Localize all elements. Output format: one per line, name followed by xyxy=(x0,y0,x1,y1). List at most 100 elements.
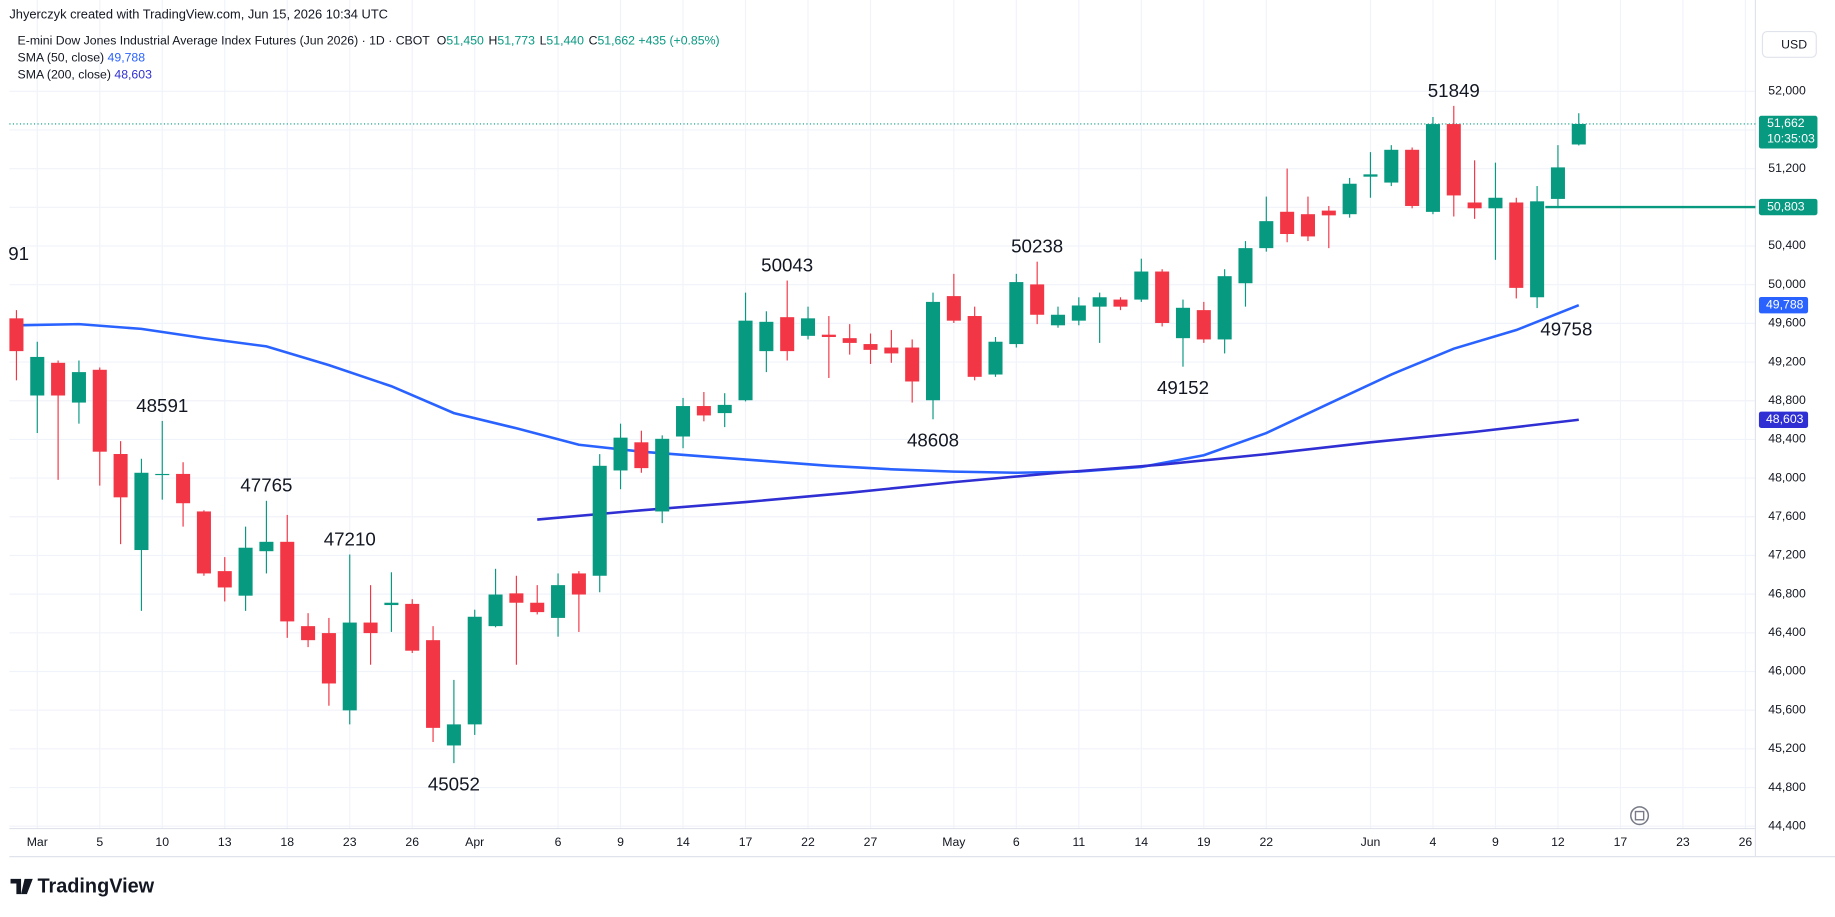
candle-body xyxy=(321,633,336,684)
y-tick-label: 46,000 xyxy=(1768,664,1806,678)
candle-body xyxy=(676,406,691,437)
candle-body xyxy=(884,347,899,354)
candle-body xyxy=(1134,271,1149,300)
x-tick-label: 18 xyxy=(280,835,294,849)
extreme-label: 51849 xyxy=(1428,80,1480,101)
y-tick-label: 49,600 xyxy=(1768,316,1806,330)
currency[interactable]: USD xyxy=(1781,37,1807,51)
price-tag xyxy=(1758,115,1818,149)
legend-sma200: SMA (200, close) 48,603 xyxy=(18,68,153,82)
candle-body xyxy=(530,602,545,613)
logo: TradingView xyxy=(10,875,155,897)
grid xyxy=(9,0,1756,829)
candle-body xyxy=(342,622,357,711)
candle-body xyxy=(9,318,24,352)
candle-body xyxy=(1092,297,1107,307)
candle-body xyxy=(696,406,711,416)
y-tick-label: 46,800 xyxy=(1768,586,1806,600)
candle-body xyxy=(863,344,878,350)
candle-body xyxy=(1259,221,1274,249)
x-tick-label: 17 xyxy=(739,835,753,849)
y-tick-label: 48,000 xyxy=(1768,470,1806,484)
y-tick-label: 50,400 xyxy=(1768,238,1806,252)
sma-line xyxy=(537,418,1579,521)
candle-body xyxy=(1300,214,1315,237)
extreme-label: 47765 xyxy=(240,475,292,496)
sma-tag-label: 48,603 xyxy=(1766,412,1804,426)
ohlc-value: 51,440 xyxy=(546,34,584,48)
y-tick-label: 46,400 xyxy=(1768,625,1806,639)
candle-body xyxy=(801,318,816,336)
y-tick-label: 51,200 xyxy=(1768,161,1806,175)
candle-body xyxy=(238,547,253,596)
candle-body xyxy=(634,442,649,469)
candle-body xyxy=(217,571,232,588)
x-tick-label: 5 xyxy=(96,835,103,849)
ohlc-key: H xyxy=(489,34,498,48)
x-tick-label: 23 xyxy=(1676,835,1690,849)
x-tick-label: 9 xyxy=(617,835,624,849)
candle-body xyxy=(905,347,920,382)
x-tick-label: 17 xyxy=(1614,835,1628,849)
candle-body xyxy=(405,603,420,651)
candle-body xyxy=(509,593,524,603)
candle-body xyxy=(571,573,586,595)
x-tick-label: 14 xyxy=(1134,835,1148,849)
x-tick-label: 22 xyxy=(801,835,815,849)
candle-body xyxy=(1071,305,1086,321)
currency-button[interactable] xyxy=(1761,31,1817,58)
candle-body xyxy=(1530,201,1545,298)
y-tick-label: 45,200 xyxy=(1768,741,1806,755)
extreme-label: 48608 xyxy=(907,429,959,450)
legend-name: SMA (200, close) xyxy=(18,68,111,82)
chart-title: E-mini Dow Jones Industrial Average Inde… xyxy=(18,34,431,48)
candle-body xyxy=(113,454,128,498)
x-tick-label: 26 xyxy=(405,835,419,849)
clock-icon[interactable] xyxy=(1630,806,1650,826)
candle-body xyxy=(71,372,86,403)
ohlc-key: L xyxy=(540,34,547,48)
ohlc-value: 51,662 xyxy=(597,34,635,48)
candle-body xyxy=(467,616,482,725)
x-tick-label: Mar xyxy=(27,835,48,849)
x-tick-label: 27 xyxy=(864,835,878,849)
candle-body xyxy=(92,369,107,452)
candle-body xyxy=(592,465,607,576)
x-tick-label: 19 xyxy=(1197,835,1211,849)
x-tick-label: Jun xyxy=(1361,835,1381,849)
countdown: 10:35:03 xyxy=(1767,131,1815,145)
price-tag-label: 50,803 xyxy=(1767,199,1805,213)
candle-body xyxy=(1009,282,1024,345)
candle-body xyxy=(1113,299,1128,307)
candle-body xyxy=(1342,183,1357,215)
extreme-label: 49152 xyxy=(1157,377,1209,398)
y-tick-label: 44,800 xyxy=(1768,780,1806,794)
sma-tag-label: 49,788 xyxy=(1766,297,1804,311)
candle-body xyxy=(988,341,1003,375)
x-tick-label: 22 xyxy=(1259,835,1273,849)
candle-body xyxy=(551,585,566,618)
y-tick-label: 48,800 xyxy=(1768,393,1806,407)
candle-body xyxy=(655,438,670,512)
candle-body xyxy=(946,296,961,321)
candle-body xyxy=(613,437,628,471)
legend-main: E-mini Dow Jones Industrial Average Inde… xyxy=(18,34,720,48)
watermark: Jhyerczyk created with TradingView.com, … xyxy=(9,7,388,22)
ohlc-key: O xyxy=(437,34,447,48)
candle-body xyxy=(1280,211,1295,235)
legend-value: 49,788 xyxy=(108,51,146,65)
candle-body xyxy=(1571,123,1586,145)
y-tick-label: 44,400 xyxy=(1768,818,1806,832)
extreme-label: 45052 xyxy=(428,773,480,794)
candle-body xyxy=(967,316,982,377)
y-tick-label: 48,400 xyxy=(1768,432,1806,446)
candle-body xyxy=(1488,197,1503,209)
candle-body xyxy=(1363,174,1378,177)
candle-body xyxy=(155,473,170,476)
x-tick-label: Apr xyxy=(465,835,484,849)
x-tick-label: 26 xyxy=(1739,835,1753,849)
candle-body xyxy=(1217,276,1232,340)
price-tag xyxy=(1758,198,1818,216)
clipped-label: 91 xyxy=(8,243,29,264)
